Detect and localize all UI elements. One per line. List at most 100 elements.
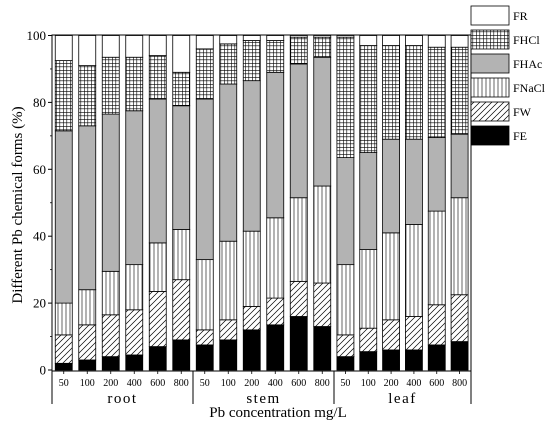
legend-label-fw: FW — [513, 105, 532, 119]
bar-segment-fnacl — [359, 249, 378, 329]
bar-segment-fhcl — [382, 45, 400, 140]
bar-segment-fw — [242, 306, 261, 331]
bar-segment-fw — [54, 334, 73, 364]
bar-segment-fhcl — [359, 45, 378, 153]
bar-segment-fe — [289, 316, 308, 371]
bar-segment-fhcl — [172, 71, 191, 107]
bar-segment-fhac — [336, 157, 355, 266]
legend-swatch-fe — [470, 125, 510, 146]
bar-segment-fnacl — [101, 270, 120, 316]
bar-segment-fhac — [359, 152, 378, 250]
bar-segment-fw — [219, 319, 238, 341]
bar-segment-fhcl — [195, 48, 214, 100]
y-tick-label: 0 — [40, 363, 47, 378]
bar-segment-fe — [359, 351, 378, 371]
legend-label-fr: FR — [513, 9, 528, 23]
y-tick-label: 60 — [33, 162, 46, 177]
bar-segment-fr — [313, 35, 332, 38]
bar-segment-fr — [359, 35, 378, 46]
bar-segment-fhcl — [101, 56, 120, 115]
bar-segment-fhac — [101, 113, 120, 272]
legend-label-fhac: FHAc — [513, 57, 542, 71]
bar-segment-fw — [266, 297, 285, 326]
bar-segment-fhac — [427, 137, 446, 212]
bar-segment-fr — [405, 35, 423, 46]
bar-segment-fw — [382, 319, 400, 351]
x-axis-label: Pb concentration mg/L — [209, 405, 346, 421]
bar-segment-fhcl — [148, 55, 167, 100]
legend-swatch-fr — [470, 5, 510, 26]
x-tick-label: 400 — [268, 378, 283, 389]
x-tick-label: 400 — [127, 378, 142, 389]
bar-segment-fnacl — [195, 259, 214, 331]
bar-segment-fe — [382, 349, 400, 371]
bar-segment-fe — [266, 324, 285, 371]
bar-segment-fw — [78, 324, 97, 361]
bar-segment-fr — [450, 35, 469, 48]
y-tick-label: 40 — [33, 229, 46, 244]
y-tick-label: 20 — [33, 296, 46, 311]
bar-segment-fe — [242, 329, 261, 371]
bar-segment-fhcl — [313, 36, 332, 58]
bar-segment-fw — [195, 329, 214, 346]
bar-segment-fhac — [313, 56, 332, 187]
bar-segment-fe — [313, 326, 332, 371]
bar-segment-fr — [172, 35, 191, 73]
bar-segment-fhac — [405, 138, 423, 225]
bar-segment-fhac — [242, 80, 261, 232]
bar-segment-fe — [101, 356, 120, 371]
bar-segment-fr — [289, 35, 308, 38]
bar-segment-fhac — [125, 110, 144, 266]
x-tick-label: 100 — [361, 378, 376, 389]
bar-segment-fhac — [266, 71, 285, 219]
bar-segment-fnacl — [313, 185, 332, 284]
legend-label-fnacl: FNaCl — [513, 81, 546, 95]
bar-segment-fhac — [219, 83, 238, 242]
bar-segment-fe — [54, 362, 73, 371]
bar-segment-fnacl — [427, 210, 446, 306]
x-tick-label: 800 — [452, 378, 467, 389]
bar-segment-fhac — [148, 98, 167, 244]
bar-segment-fw — [450, 294, 469, 342]
bar-segment-fhcl — [266, 40, 285, 73]
bar-segment-fnacl — [125, 264, 144, 311]
bar-segment-fr — [266, 35, 285, 41]
bar-segment-fr — [382, 35, 400, 46]
bar-segment-fr — [219, 35, 238, 45]
bar-segment-fhcl — [219, 43, 238, 85]
bar-segment-fnacl — [219, 240, 238, 321]
x-tick-label: 50 — [59, 378, 69, 389]
bar-segment-fhcl — [450, 46, 469, 135]
legend-label-fe: FE — [513, 129, 527, 143]
bar-segment-fnacl — [172, 229, 191, 281]
bar-segment-fnacl — [242, 230, 261, 307]
bar-segment-fhac — [195, 98, 214, 261]
bar-segment-fr — [242, 35, 261, 41]
bar-segment-fnacl — [450, 197, 469, 296]
y-axis-label: Different Pb chemical forms (%) — [10, 106, 26, 303]
bar-segment-fw — [405, 316, 423, 351]
bar-segment-fhac — [450, 133, 469, 199]
x-tick-label: 200 — [103, 378, 118, 389]
x-tick-label: 800 — [315, 378, 330, 389]
group-label-root: root — [107, 391, 137, 407]
x-tick-label: 400 — [406, 378, 421, 389]
x-tick-label: 600 — [429, 378, 444, 389]
bar-segment-fhcl — [54, 60, 73, 132]
x-tick-label: 100 — [80, 378, 95, 389]
bar-segment-fhac — [172, 105, 191, 230]
bar-segment-fw — [336, 334, 355, 358]
bar-segment-fhcl — [336, 36, 355, 158]
bar-segment-fnacl — [54, 302, 73, 336]
legend-swatch-fnacl — [470, 77, 510, 98]
bar-segment-fnacl — [78, 289, 97, 326]
legend: FR FHCl FHAc FNaCl FW FE — [470, 5, 546, 146]
bar-segment-fw — [172, 279, 191, 341]
bar-segment-fe — [427, 344, 446, 371]
bar-segment-fr — [195, 35, 214, 50]
bars — [54, 35, 469, 371]
x-tick-label: 50 — [200, 378, 210, 389]
bar-segment-fhac — [78, 125, 97, 291]
